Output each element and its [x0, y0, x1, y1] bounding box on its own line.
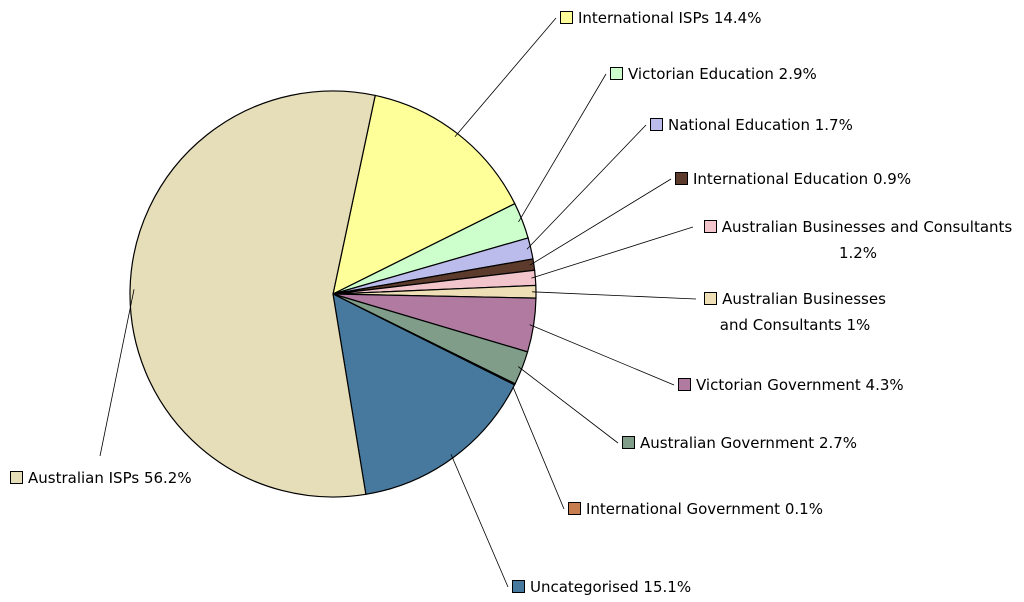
- label-value: 15.1%: [643, 578, 692, 596]
- leader-line: [531, 226, 694, 279]
- leader-line: [531, 291, 697, 300]
- legend-swatch: [512, 580, 525, 593]
- legend-swatch: [675, 172, 688, 185]
- legend-swatch: [568, 502, 581, 515]
- leader-line: [510, 382, 565, 510]
- label-name: Victorian Government: [696, 376, 861, 394]
- leader-line: [518, 366, 619, 444]
- legend-swatch: [10, 471, 23, 484]
- label-value: 2.9%: [778, 65, 817, 83]
- data-label: Australian Government 2.7%: [622, 430, 857, 456]
- leader-line: [529, 178, 672, 266]
- label-value: 14.4%: [713, 9, 762, 27]
- pie-slice: [129, 90, 376, 498]
- legend-swatch: [650, 118, 663, 131]
- label-value: 1.7%: [814, 116, 853, 134]
- label-name: Uncategorised: [530, 578, 639, 596]
- label-name: International Education: [693, 170, 869, 188]
- leader-line: [526, 124, 647, 250]
- data-label: International Government 0.1%: [568, 496, 823, 522]
- label-name: Australian Businesses and Consultants: [721, 218, 1013, 236]
- data-label: Uncategorised 15.1%: [512, 574, 691, 600]
- label-value: 0.9%: [872, 170, 912, 188]
- leader-line: [450, 454, 509, 588]
- label-name: International ISPs: [578, 9, 710, 27]
- legend-swatch: [678, 378, 691, 391]
- label-name: Australian Government: [640, 434, 815, 452]
- data-label: International Education 0.9%: [675, 166, 911, 192]
- data-label: Australian Businesses and Consultants 1.…: [697, 214, 1019, 266]
- label-value: 2.7%: [818, 434, 858, 452]
- legend-swatch: [610, 67, 623, 80]
- label-value: 0.1%: [784, 500, 823, 518]
- label-name: Australian ISPs: [28, 469, 140, 487]
- label-name: Victorian Education: [628, 65, 774, 83]
- label-value: 1.2%: [838, 244, 878, 262]
- legend-swatch: [622, 436, 635, 449]
- leader-line: [518, 73, 607, 223]
- label-value: 1%: [846, 316, 871, 334]
- data-label: Victorian Education 2.9%: [610, 61, 817, 87]
- legend-swatch: [560, 11, 573, 24]
- label-name: Australian Businesses and Consultants: [719, 290, 886, 334]
- data-label: International ISPs 14.4%: [560, 5, 761, 31]
- label-value: 4.3%: [865, 376, 904, 394]
- leader-line: [454, 17, 557, 137]
- data-label: Australian Businesses and Consultants 1%: [700, 286, 890, 338]
- data-label: Victorian Government 4.3%: [678, 372, 904, 398]
- data-label: Australian ISPs 56.2%: [10, 465, 192, 491]
- label-name: National Education: [668, 116, 810, 134]
- pie-slice: [332, 292, 516, 496]
- leader-line: [529, 324, 675, 386]
- legend-swatch: [704, 292, 718, 305]
- data-label: National Education 1.7%: [650, 112, 853, 138]
- leader-line: [99, 289, 135, 457]
- label-value: 56.2%: [143, 469, 192, 487]
- legend-swatch: [703, 220, 717, 233]
- label-name: International Government: [586, 500, 781, 518]
